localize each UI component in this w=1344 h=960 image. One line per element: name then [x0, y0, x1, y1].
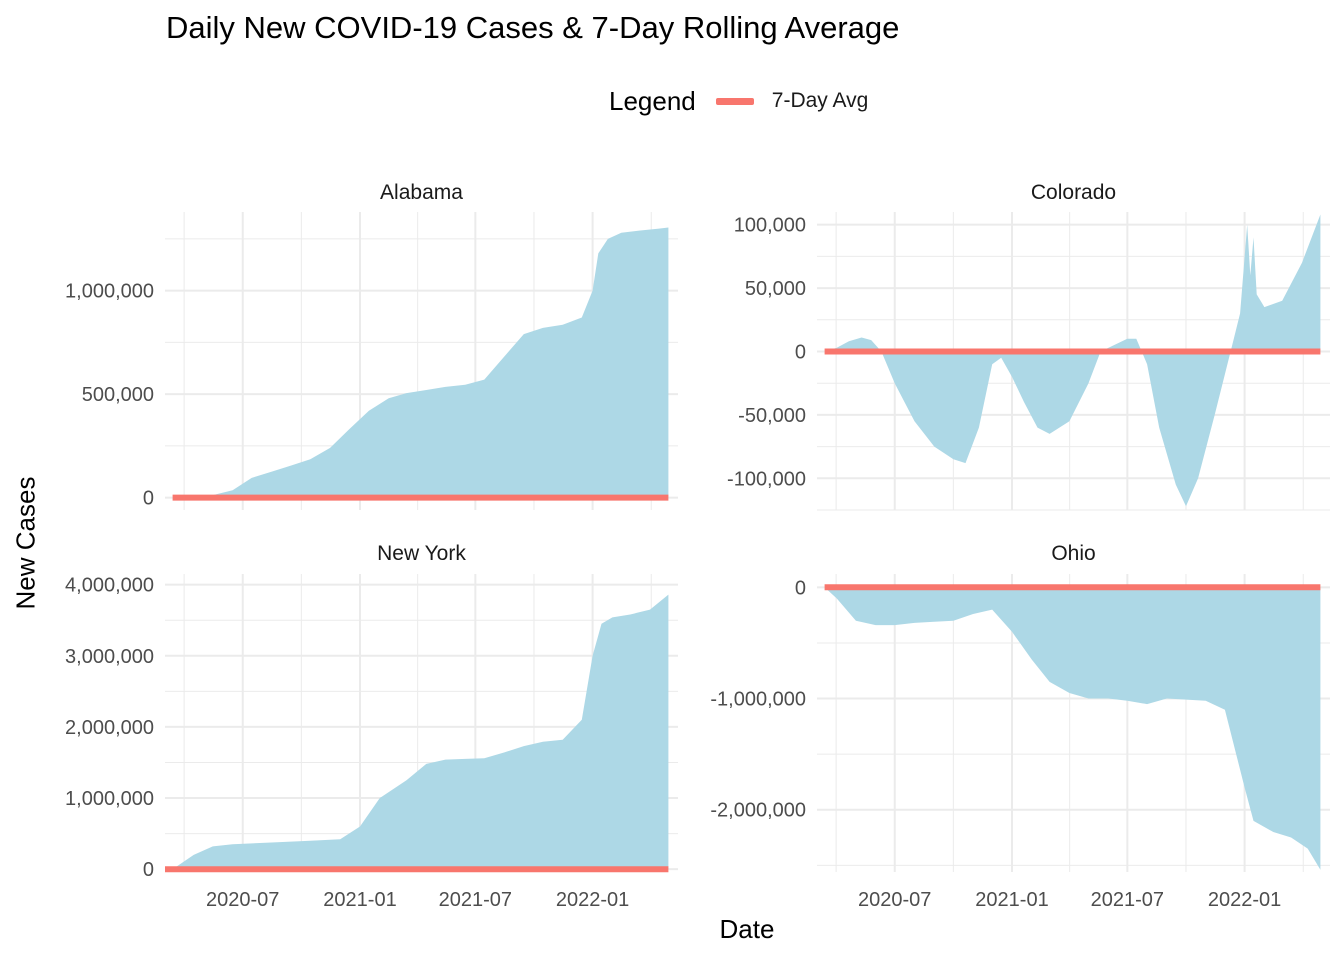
- legend-swatch: [715, 97, 754, 105]
- y-tick-label: 3,000,000: [65, 646, 154, 668]
- legend-label: 7-Day Avg: [771, 89, 869, 112]
- panel-colorado: Colorado -100,000 -50,000 0 50,000 100,000: [727, 181, 1330, 511]
- x-tick-label: 2021-07: [439, 889, 512, 911]
- panel-ohio: Ohio -2,000,000 -1,000,000 0 2020-07 2021-01 2…: [710, 542, 1330, 911]
- x-tick-label: 2022-01: [556, 889, 629, 911]
- y-tick-label: 2,000,000: [65, 717, 154, 739]
- legend-title: Legend: [609, 85, 696, 116]
- y-tick-label: 0: [143, 859, 154, 881]
- y-tick-label: -100,000: [727, 468, 806, 490]
- x-tick-label: 2021-01: [323, 889, 396, 911]
- cases-area: [165, 594, 669, 870]
- chart-title: Daily New COVID-19 Cases & 7-Day Rolling…: [166, 10, 900, 45]
- x-tick-label: 2020-07: [858, 889, 931, 911]
- y-tick-label: 1,000,000: [65, 788, 154, 810]
- y-tick-label: 0: [143, 488, 154, 510]
- y-tick-label: 100,000: [734, 215, 806, 237]
- x-tick-label: 2020-07: [206, 889, 279, 911]
- y-tick-label: -50,000: [738, 405, 806, 427]
- cases-area: [172, 227, 669, 498]
- facet-title: Colorado: [1031, 181, 1116, 204]
- x-tick-label: 2022-01: [1208, 889, 1281, 911]
- y-tick-label: -1,000,000: [710, 689, 806, 711]
- y-tick-label: 1,000,000: [65, 281, 154, 303]
- cases-area: [824, 587, 1321, 870]
- y-tick-label: 50,000: [745, 278, 806, 300]
- x-tick-label: 2021-01: [975, 889, 1048, 911]
- x-tick-label: 2021-07: [1091, 889, 1164, 911]
- facet-title: Ohio: [1051, 542, 1095, 565]
- cases-area: [824, 214, 1321, 507]
- y-tick-label: -2,000,000: [710, 800, 806, 822]
- y-tick-label: 0: [795, 577, 806, 599]
- facet-title: New York: [377, 542, 466, 565]
- legend: Legend 7-Day Avg: [609, 85, 868, 117]
- facet-title: Alabama: [380, 181, 463, 204]
- y-tick-label: 500,000: [82, 384, 154, 406]
- x-axis-label: Date: [719, 914, 775, 944]
- y-tick-label: 4,000,000: [65, 575, 154, 597]
- y-axis-label: New Cases: [10, 476, 41, 610]
- panel-new-york: New York 0 1,000,000 2,000,000 3,000,000 4,00…: [65, 542, 678, 911]
- panel-alabama: Alabama 0 500,000 1,000,000: [65, 181, 678, 510]
- y-tick-label: 0: [795, 341, 806, 363]
